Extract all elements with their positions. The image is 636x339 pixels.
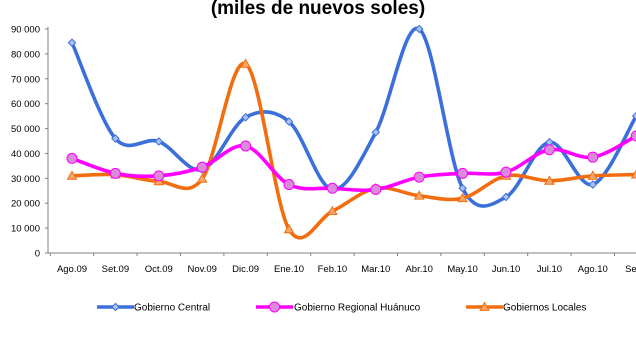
data-point <box>109 167 121 179</box>
data-point <box>283 223 295 234</box>
chart-title: (miles de nuevos soles) <box>211 0 425 19</box>
data-point <box>500 166 512 178</box>
y-tick-label: 80 000 <box>11 49 40 60</box>
legend-item: Gobierno Central <box>97 303 210 314</box>
data-point <box>240 58 251 68</box>
x-tick-label: Feb.10 <box>318 264 348 275</box>
data-point <box>196 173 208 183</box>
x-tick-label: Nov.09 <box>187 264 216 275</box>
legend-item: Gobierno Regional Huánuco <box>256 301 421 314</box>
y-tick-label: 70 000 <box>11 74 40 85</box>
y-tick-label: 0 <box>35 249 40 260</box>
data-point <box>587 151 599 163</box>
x-tick-label: Jul.10 <box>537 264 562 275</box>
x-tick-label: Ago.10 <box>578 264 608 275</box>
data-point <box>67 38 77 47</box>
y-tick-label: 60 000 <box>11 99 40 110</box>
data-point <box>544 175 555 185</box>
chart-axes: 0 10 000 20 000 30 000 40 000 50 000 60 000 70 … <box>11 25 636 275</box>
data-point <box>327 205 338 216</box>
y-tick-label: 40 000 <box>11 149 40 160</box>
data-point <box>284 117 294 126</box>
y-tick-label: 90 000 <box>11 25 40 36</box>
y-tick-label: 20 000 <box>11 199 40 210</box>
x-tick-label: Mar.10 <box>361 264 390 275</box>
x-tick-label: May.10 <box>447 264 477 275</box>
legend-label: Gobiernos Locales <box>503 303 586 314</box>
data-point <box>153 170 165 182</box>
data-point <box>283 179 295 191</box>
legend-marker <box>479 301 490 311</box>
data-point <box>414 24 424 34</box>
data-point <box>241 113 250 122</box>
data-point <box>501 192 511 202</box>
data-point <box>413 171 425 183</box>
x-tick-label: Jun.10 <box>492 264 521 275</box>
legend-marker <box>111 302 120 312</box>
data-point <box>371 127 381 137</box>
y-tick-label: 30 000 <box>11 174 40 185</box>
y-tick-label: 50 000 <box>11 124 40 135</box>
data-point <box>413 190 425 200</box>
data-point <box>154 137 164 146</box>
data-point <box>370 184 382 196</box>
data-point <box>587 170 599 180</box>
data-point <box>543 144 555 156</box>
x-tick-label: Ago.09 <box>57 264 87 275</box>
series-1 <box>66 130 636 196</box>
x-tick-label: Ene.10 <box>274 264 304 275</box>
data-point <box>457 192 468 203</box>
data-point <box>458 183 467 193</box>
legend-label: Gobierno Central <box>134 303 210 314</box>
x-tick-label: Set.09 <box>102 264 129 275</box>
data-point <box>457 167 469 179</box>
series-0 <box>67 24 636 208</box>
data-point <box>66 170 78 180</box>
data-point <box>631 112 636 121</box>
data-point <box>630 169 636 179</box>
legend-item: Gobiernos Locales <box>466 301 586 314</box>
x-tick-label: Set.1 <box>625 264 636 275</box>
x-tick-label: Abr.10 <box>405 264 432 275</box>
legend-label: Gobierno Regional Huánuco <box>294 303 421 314</box>
chart-legend: Gobierno Central Gobierno Regional Huánuc… <box>97 301 586 314</box>
data-point <box>326 182 338 194</box>
data-point <box>630 130 636 142</box>
legend-marker <box>269 301 280 313</box>
x-tick-label: Oct.09 <box>145 264 173 275</box>
data-point <box>66 152 78 164</box>
y-tick-label: 10 000 <box>11 224 40 235</box>
x-tick-label: Dic.09 <box>232 264 259 275</box>
data-point <box>240 140 252 152</box>
data-point <box>196 161 208 173</box>
data-point <box>111 134 120 143</box>
data-point <box>588 180 598 189</box>
plot-area <box>66 24 636 240</box>
